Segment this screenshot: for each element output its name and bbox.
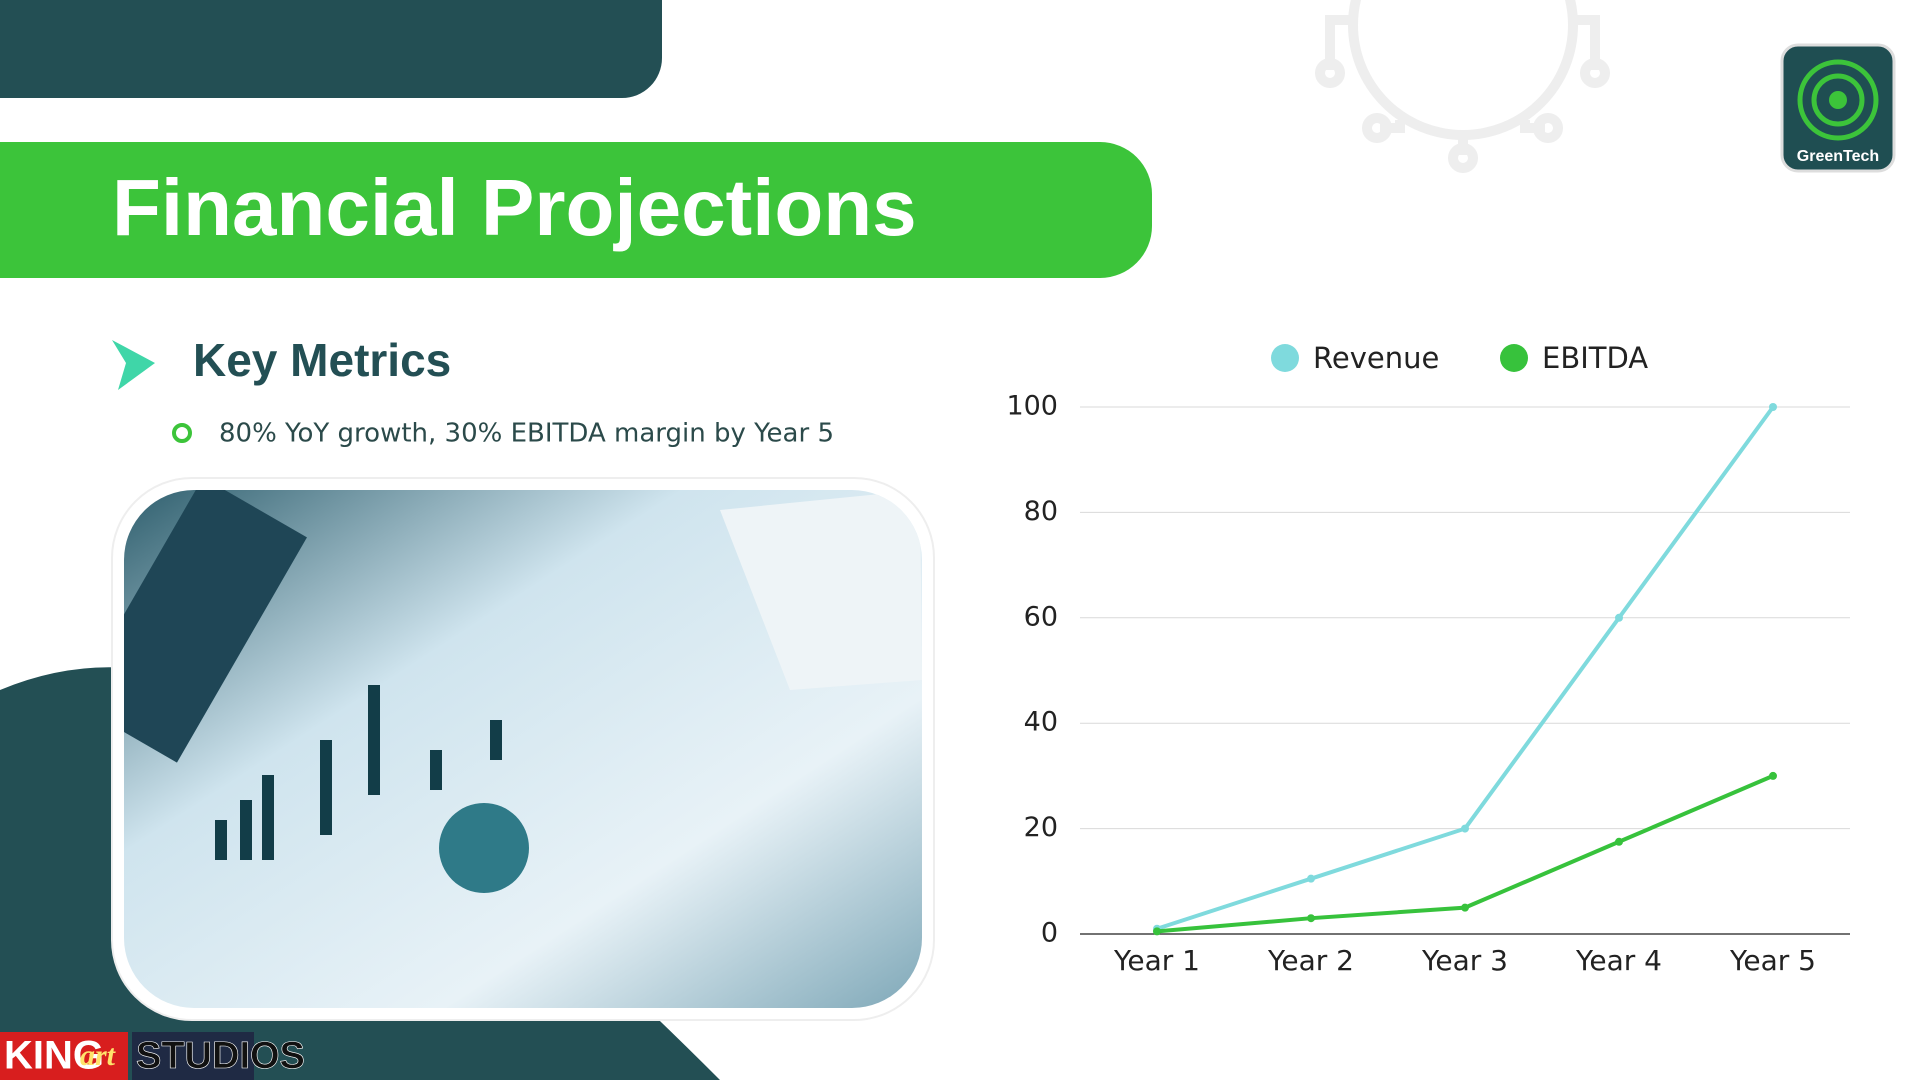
- title-bar: [0, 142, 1152, 278]
- logo-text: GreenTech: [1797, 148, 1879, 165]
- x-tick-label: Year 5: [1729, 944, 1816, 977]
- point: [1461, 824, 1469, 833]
- y-tick-label: 60: [1024, 601, 1058, 632]
- x-tick-label: Year 1: [1113, 944, 1200, 977]
- point: [1769, 403, 1777, 411]
- y-tick-label: 40: [1024, 707, 1058, 738]
- y-tick-label: 20: [1024, 812, 1058, 843]
- legend-swatch: [1271, 344, 1299, 372]
- y-tick-label: 100: [1006, 391, 1058, 422]
- title: Financial Projections: [112, 163, 917, 252]
- point: [1769, 771, 1777, 780]
- y-tick-label: 80: [1024, 496, 1058, 527]
- logo: GreenTech: [1780, 43, 1896, 173]
- point: [1615, 837, 1623, 846]
- point: [1615, 613, 1623, 622]
- x-tick-label: Year 4: [1575, 944, 1662, 977]
- y-tick-label: 0: [1041, 918, 1058, 949]
- x-tick-label: Year 3: [1421, 944, 1508, 977]
- point: [1307, 914, 1315, 923]
- brand: KING art STUDIOS: [0, 1032, 305, 1080]
- play-icon: [112, 340, 155, 390]
- bullet-ring: [172, 423, 192, 443]
- point: [1461, 903, 1469, 912]
- legend-label: Revenue: [1313, 341, 1439, 375]
- brand-studios: STUDIOS: [136, 1035, 305, 1077]
- chart: 0 20 40 60 80 100 Year 1 Year 2 Year 3 Year 4 Year…: [1006, 341, 1850, 977]
- legend-swatch: [1500, 344, 1528, 372]
- watermark-icon: [1315, 0, 1610, 173]
- section-heading: Key Metrics: [193, 334, 451, 386]
- brand-art: art: [80, 1039, 117, 1072]
- top-tab: [0, 0, 662, 98]
- x-tick-label: Year 2: [1267, 944, 1354, 977]
- photo: [124, 490, 922, 1008]
- bullet-text: 80% YoY growth, 30% EBITDA margin by Yea…: [219, 419, 834, 449]
- point: [1307, 874, 1315, 883]
- brand-king: KING: [4, 1034, 104, 1078]
- point: [1153, 927, 1161, 936]
- legend-label: EBITDA: [1542, 341, 1648, 375]
